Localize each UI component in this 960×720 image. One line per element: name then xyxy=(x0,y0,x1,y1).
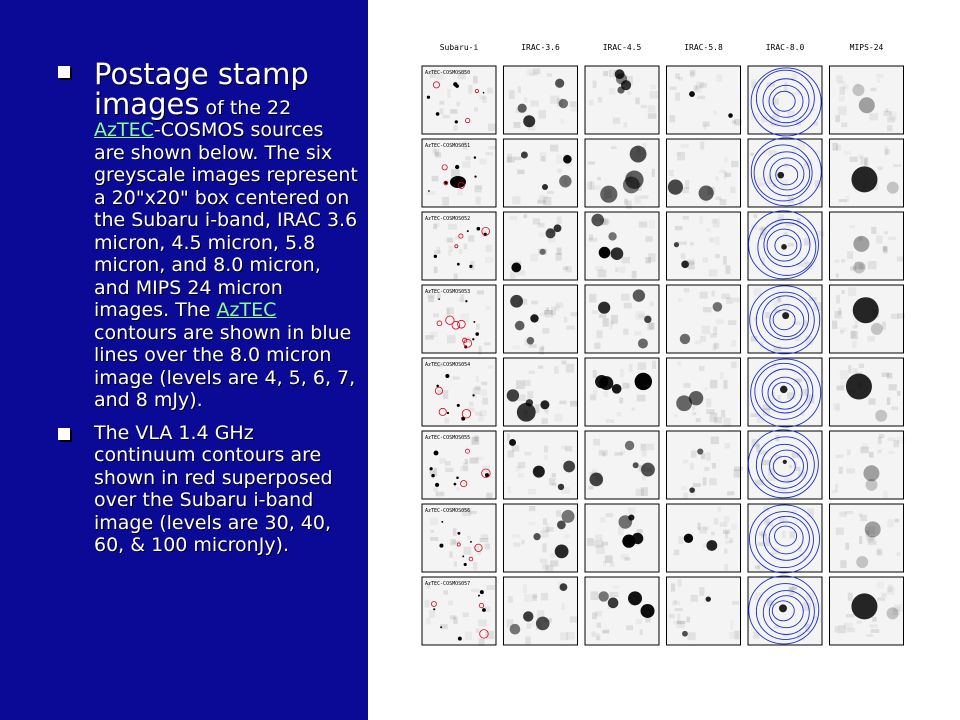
stamp-panel xyxy=(421,430,497,500)
stamp-panel xyxy=(421,357,497,427)
stamp-panel xyxy=(666,65,742,135)
column-header: IRAC-8.0 xyxy=(766,43,805,52)
column-header: IRAC-4.5 xyxy=(603,43,642,52)
bullet-text: of the 22 xyxy=(199,96,292,119)
stamp-panel xyxy=(747,357,823,428)
stamp-panel xyxy=(421,138,497,208)
column-header: IRAC-3.6 xyxy=(521,43,560,52)
stamp-panel xyxy=(421,65,497,135)
bullet-lead-text: Postage stamp images xyxy=(94,57,309,121)
stamp-panel xyxy=(666,357,741,427)
bullet-text: The VLA 1.4 GHz continuum contours are s… xyxy=(94,421,333,557)
stamp-panel xyxy=(747,137,823,208)
stamp-panel xyxy=(584,138,660,210)
source-label: AzTEC-COSMOS056 xyxy=(425,508,470,514)
column-header: Subaru-i xyxy=(440,43,479,52)
stamp-panel xyxy=(503,284,579,355)
stamp-panel xyxy=(503,65,579,135)
stamp-panel xyxy=(666,576,741,646)
stamp-panel xyxy=(747,284,823,355)
stamp-panel xyxy=(584,430,660,500)
stamp-panel xyxy=(829,430,904,500)
bullet-list: Postage stamp images of the 22 AzTEC-COS… xyxy=(58,60,358,557)
stamp-panel xyxy=(584,211,660,281)
stamp-panel xyxy=(421,503,497,573)
source-label: AzTEC-COSMOS057 xyxy=(425,581,470,587)
source-label: AzTEC-COSMOS055 xyxy=(425,435,470,441)
stamp-panel xyxy=(666,211,741,281)
bullet-item: The VLA 1.4 GHz continuum contours are s… xyxy=(58,422,358,557)
stamp-panel xyxy=(584,65,660,135)
stamp-panel xyxy=(503,211,578,281)
stamp-panel xyxy=(666,284,742,354)
stamp-panel xyxy=(503,576,579,646)
stamp-panel xyxy=(584,576,660,646)
stamp-panel xyxy=(503,357,579,427)
stamp-panel xyxy=(747,575,823,646)
stamp-panel xyxy=(747,65,823,137)
postage-stamp-figure: Subaru-i IRAC-3.6 IRAC-4.5 IRAC-5.8 IRAC-8.0… xyxy=(390,40,950,660)
stamp-panel xyxy=(666,138,741,208)
text-panel: Postage stamp images of the 22 AzTEC-COS… xyxy=(0,0,368,720)
stamp-panel xyxy=(666,430,743,500)
stamp-panel xyxy=(503,430,578,500)
stamp-panel xyxy=(829,503,904,573)
stamp-grid: Subaru-i IRAC-3.6 IRAC-4.5 IRAC-5.8 IRAC-8.0… xyxy=(421,43,905,646)
stamp-panel xyxy=(829,211,904,281)
stamp-panel xyxy=(666,503,741,573)
source-label: AzTEC-COSMOS051 xyxy=(425,143,470,149)
stamp-panel xyxy=(747,210,825,281)
stamp-panel xyxy=(584,503,660,573)
stamp-panel xyxy=(829,576,904,646)
stamp-panel xyxy=(829,138,904,208)
source-label: AzTEC-COSMOS050 xyxy=(425,70,470,76)
stamp-panel xyxy=(503,503,578,573)
stamp-panel xyxy=(747,429,823,500)
stamp-panel xyxy=(421,211,497,281)
aztec-link[interactable]: AzTEC xyxy=(94,119,154,141)
aztec-link[interactable]: AzTEC xyxy=(216,299,277,321)
stamp-panel xyxy=(829,357,904,427)
bullet-square-icon xyxy=(58,66,70,78)
source-label: AzTEC-COSMOS052 xyxy=(425,216,470,222)
stamp-panel xyxy=(584,284,660,354)
source-label: AzTEC-COSMOS054 xyxy=(425,362,470,368)
stamp-panel xyxy=(421,284,497,355)
source-label: AzTEC-COSMOS053 xyxy=(425,289,470,295)
column-header: MIPS-24 xyxy=(850,43,884,52)
stamp-panel xyxy=(747,503,823,574)
bullet-square-icon xyxy=(58,427,70,440)
stamp-panel xyxy=(503,138,578,208)
bullet-text: contours are shown in blue lines over th… xyxy=(94,321,356,412)
bullet-item: Postage stamp images of the 22 AzTEC-COS… xyxy=(58,60,358,412)
stamp-panel xyxy=(584,357,660,427)
stamp-panel xyxy=(829,284,905,354)
bullet-text: -COSMOS sources are shown below. The six… xyxy=(94,119,358,321)
stamp-panel xyxy=(421,576,497,646)
stamp-panel xyxy=(829,65,904,135)
column-header: IRAC-5.8 xyxy=(684,43,723,52)
